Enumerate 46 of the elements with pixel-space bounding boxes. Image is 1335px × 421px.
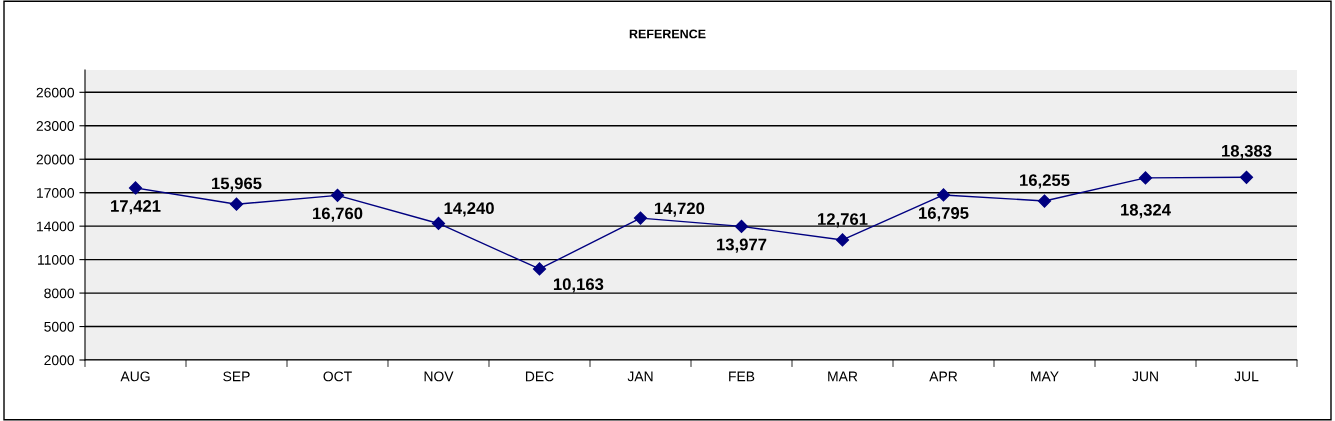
y-tick-label: 14000 (37, 221, 75, 232)
text: 16,255 (1020, 174, 1070, 189)
x-tick-label: MAR (828, 371, 858, 382)
point (1037, 194, 1052, 208)
x-tick-label: SEP (223, 371, 250, 382)
y-tick-label: 23000 (36, 121, 75, 131)
x-tick-label: DEC (525, 371, 554, 382)
text: 14,240 (444, 202, 494, 217)
point (330, 188, 345, 202)
text: 10,163 (553, 278, 604, 293)
text: 12,761 (818, 213, 868, 228)
text: 15,965 (212, 177, 262, 192)
text: 14,720 (654, 202, 705, 217)
point (633, 211, 648, 225)
x-tick-label: AUG (120, 371, 150, 382)
y-tick-label: 2000 (44, 355, 75, 366)
x-tick-label: APR (929, 371, 958, 382)
point (835, 233, 850, 247)
text: 13,977 (717, 238, 767, 253)
x-tick-label: FEB (729, 371, 755, 382)
x-tick-label: JUN (1132, 371, 1158, 382)
y-tick-label: 11000 (38, 254, 75, 265)
text: 18,383 (1222, 144, 1272, 160)
x-tick-label: OCT (323, 371, 352, 382)
y-tick-label: 8000 (44, 288, 75, 299)
y-tick-label: 20000 (36, 154, 75, 165)
point (1138, 171, 1153, 185)
text: 17,421 (111, 200, 161, 215)
x-tick-label: JAN (627, 371, 653, 382)
point (229, 197, 244, 211)
point (1239, 170, 1254, 184)
x-tick-label: MAY (1031, 371, 1059, 382)
chart-title: REFERENCE (629, 29, 706, 39)
x-tick-label: NOV (424, 371, 454, 382)
point (431, 216, 446, 231)
point (936, 188, 951, 202)
x-tick-label: JUL (1234, 371, 1259, 382)
point (128, 181, 143, 195)
text: 18,324 (1121, 203, 1171, 219)
point (734, 219, 749, 233)
text: 16,760 (313, 207, 363, 222)
y-tick-label: 17000 (37, 188, 75, 198)
y-tick-label: 5000 (44, 321, 75, 332)
y-tick-label: 26000 (36, 87, 75, 98)
text: 16,795 (919, 207, 969, 222)
point (532, 262, 547, 276)
